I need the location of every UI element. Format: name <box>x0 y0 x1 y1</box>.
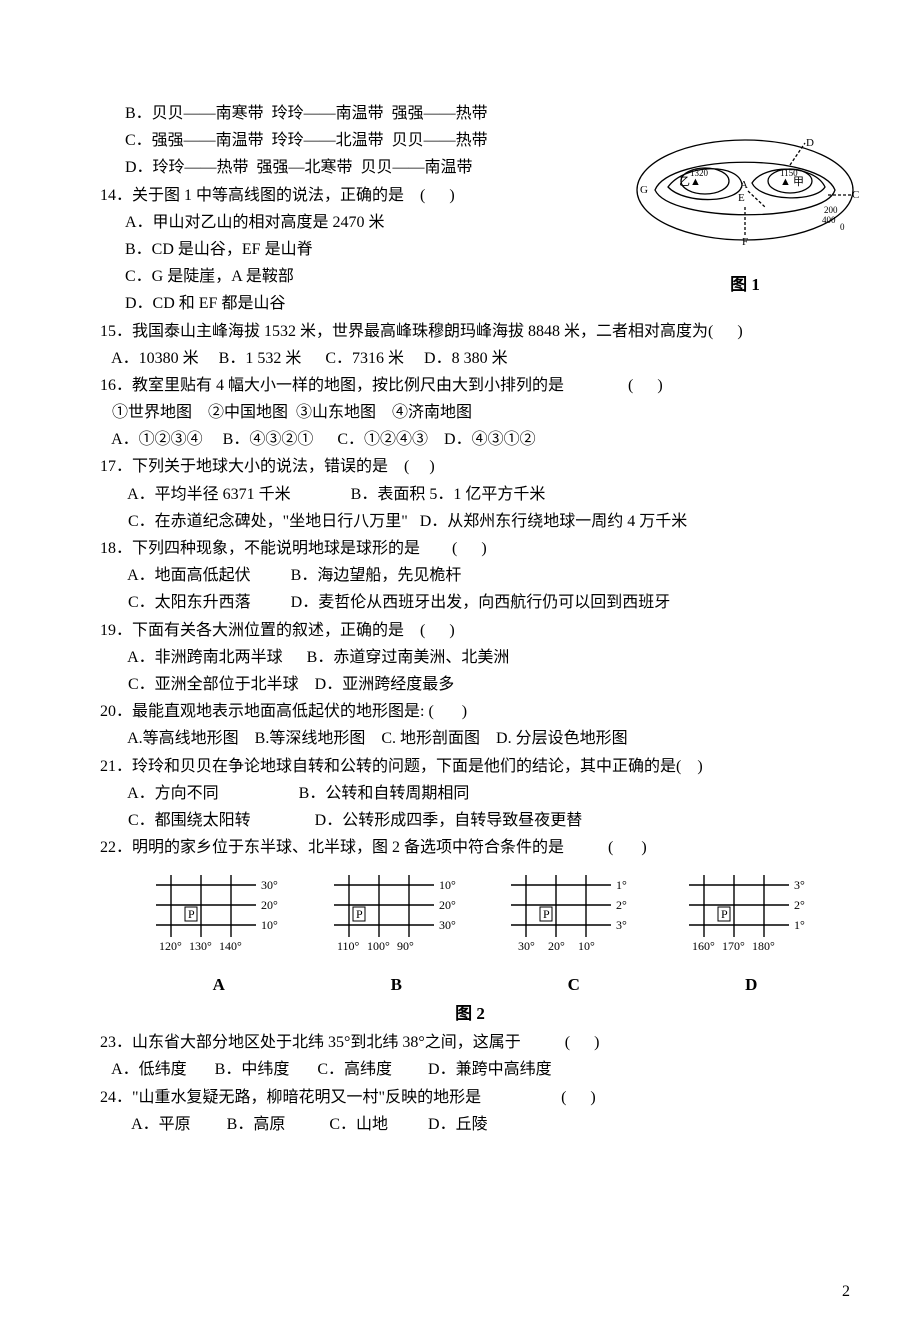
svg-text:30°: 30° <box>518 939 535 953</box>
svg-text:1°: 1° <box>794 918 805 932</box>
svg-text:30°: 30° <box>261 878 278 892</box>
q18-row2: C．太阳东升西落 D．麦哲伦从西班牙出发，向西航行仍可以回到西班牙 <box>100 589 840 616</box>
svg-text:10°: 10° <box>578 939 595 953</box>
q16-sub: ①世界地图 ②中国地图 ③山东地图 ④济南地图 <box>100 399 840 426</box>
fig2-panel-a: 30°20°10° 120°130°140° P A <box>141 865 296 1000</box>
fig2-panel-b: 10°20°30° 110°100°90° P B <box>319 865 474 1000</box>
q19-stem: 19．下面有关各大洲位置的叙述，正确的是 ( ) <box>100 617 840 644</box>
q21-row1: A．方向不同 B．公转和自转周期相同 <box>100 780 840 807</box>
svg-text:1150: 1150 <box>780 168 798 178</box>
fig2-panel-c: 1°2°3° 30°20°10° P C <box>496 865 651 1000</box>
svg-text:1°: 1° <box>616 878 627 892</box>
q24-options: A．平原 B．高原 C．山地 D．丘陵 <box>100 1111 840 1138</box>
svg-text:180°: 180° <box>752 939 775 953</box>
figure-1: G 乙 ▲ 1320 A ▲ 甲 1150 D C E F 200 400 0 … <box>630 135 860 300</box>
svg-text:3°: 3° <box>616 918 627 932</box>
q13-option-b: B．贝贝——南寒带 玲玲——南温带 强强——热带 <box>100 100 840 127</box>
svg-text:F: F <box>742 236 748 248</box>
svg-text:P: P <box>188 907 195 921</box>
svg-text:400: 400 <box>822 215 836 225</box>
svg-text:110°: 110° <box>337 939 360 953</box>
svg-text:160°: 160° <box>692 939 715 953</box>
q17-stem: 17．下列关于地球大小的说法，错误的是 ( ) <box>100 453 840 480</box>
q21-row2: C．都围绕太阳转 D．公转形成四季，自转导致昼夜更替 <box>100 807 840 834</box>
svg-text:140°: 140° <box>219 939 242 953</box>
svg-text:10°: 10° <box>261 918 278 932</box>
q23-stem: 23．山东省大部分地区处于北纬 35°到北纬 38°之间，这属于 ( ) <box>100 1029 840 1056</box>
q22-stem: 22．明明的家乡位于东半球、北半球，图 2 备选项中符合条件的是 ( ) <box>100 834 840 861</box>
q20-stem: 20．最能直观地表示地面高低起伏的地形图是: ( ) <box>100 698 840 725</box>
svg-text:20°: 20° <box>439 898 456 912</box>
figure-2: 30°20°10° 120°130°140° P A 10°20°30° 110… <box>100 861 840 1000</box>
svg-text:P: P <box>543 907 550 921</box>
q19-row2: C．亚洲全部位于北半球 D．亚洲跨经度最多 <box>100 671 840 698</box>
svg-text:10°: 10° <box>439 878 456 892</box>
svg-text:100°: 100° <box>367 939 390 953</box>
svg-text:E: E <box>738 192 745 204</box>
svg-text:G: G <box>640 184 648 196</box>
svg-text:120°: 120° <box>159 939 182 953</box>
q19-row1: A．非洲跨南北两半球 B．赤道穿过南美洲、北美洲 <box>100 644 840 671</box>
q21-stem: 21．玲玲和贝贝在争论地球自转和公转的问题，下面是他们的结论，其中正确的是( ) <box>100 753 840 780</box>
svg-text:200: 200 <box>824 205 838 215</box>
svg-text:0: 0 <box>840 222 845 232</box>
svg-text:P: P <box>721 907 728 921</box>
figure-2-caption: 图 2 <box>100 1000 840 1029</box>
q24-stem: 24．"山重水复疑无路，柳暗花明又一村"反映的地形是 ( ) <box>100 1084 840 1111</box>
svg-text:20°: 20° <box>548 939 565 953</box>
svg-text:2°: 2° <box>794 898 805 912</box>
svg-text:D: D <box>806 137 814 149</box>
page-number: 2 <box>842 1278 850 1305</box>
svg-text:130°: 130° <box>189 939 212 953</box>
q18-row1: A．地面高低起伏 B．海边望船，先见桅杆 <box>100 562 840 589</box>
svg-text:乙: 乙 <box>679 175 690 188</box>
q20-options: A.等高线地形图 B.等深线地形图 C. 地形剖面图 D. 分层设色地形图 <box>100 725 840 752</box>
q16-stem: 16．教室里贴有 4 幅大小一样的地图，按比例尺由大到小排列的是 ( ) <box>100 372 840 399</box>
svg-text:20°: 20° <box>261 898 278 912</box>
svg-text:1320: 1320 <box>690 168 709 178</box>
contour-map-svg: G 乙 ▲ 1320 A ▲ 甲 1150 D C E F 200 400 0 <box>630 135 860 260</box>
svg-text:P: P <box>356 907 363 921</box>
q17-row1: A．平均半径 6371 千米 B．表面积 5．1 亿平方千米 <box>100 481 840 508</box>
svg-text:C: C <box>852 189 859 201</box>
q15-options: A．10380 米 B．1 532 米 C．7316 米 D．8 380 米 <box>100 345 840 372</box>
fig2-panel-d: 3°2°1° 160°170°180° P D <box>674 865 829 1000</box>
q15-stem: 15．我国泰山主峰海拔 1532 米，世界最高峰珠穆朗玛峰海拔 8848 米，二… <box>100 318 840 345</box>
svg-text:A: A <box>740 179 748 191</box>
svg-text:170°: 170° <box>722 939 745 953</box>
q18-stem: 18．下列四种现象，不能说明地球是球形的是 ( ) <box>100 535 840 562</box>
q16-options: A．①②③④ B．④③②① C．①②④③ D．④③①② <box>100 426 840 453</box>
svg-text:90°: 90° <box>397 939 414 953</box>
svg-text:3°: 3° <box>794 878 805 892</box>
q23-options: A．低纬度 B．中纬度 C．高纬度 D．兼跨中高纬度 <box>100 1056 840 1083</box>
svg-text:30°: 30° <box>439 918 456 932</box>
q17-row2: C．在赤道纪念碑处，"坐地日行八万里" D．从郑州东行绕地球一周约 4 万千米 <box>100 508 840 535</box>
figure-1-label: 图 1 <box>630 271 860 300</box>
svg-text:2°: 2° <box>616 898 627 912</box>
